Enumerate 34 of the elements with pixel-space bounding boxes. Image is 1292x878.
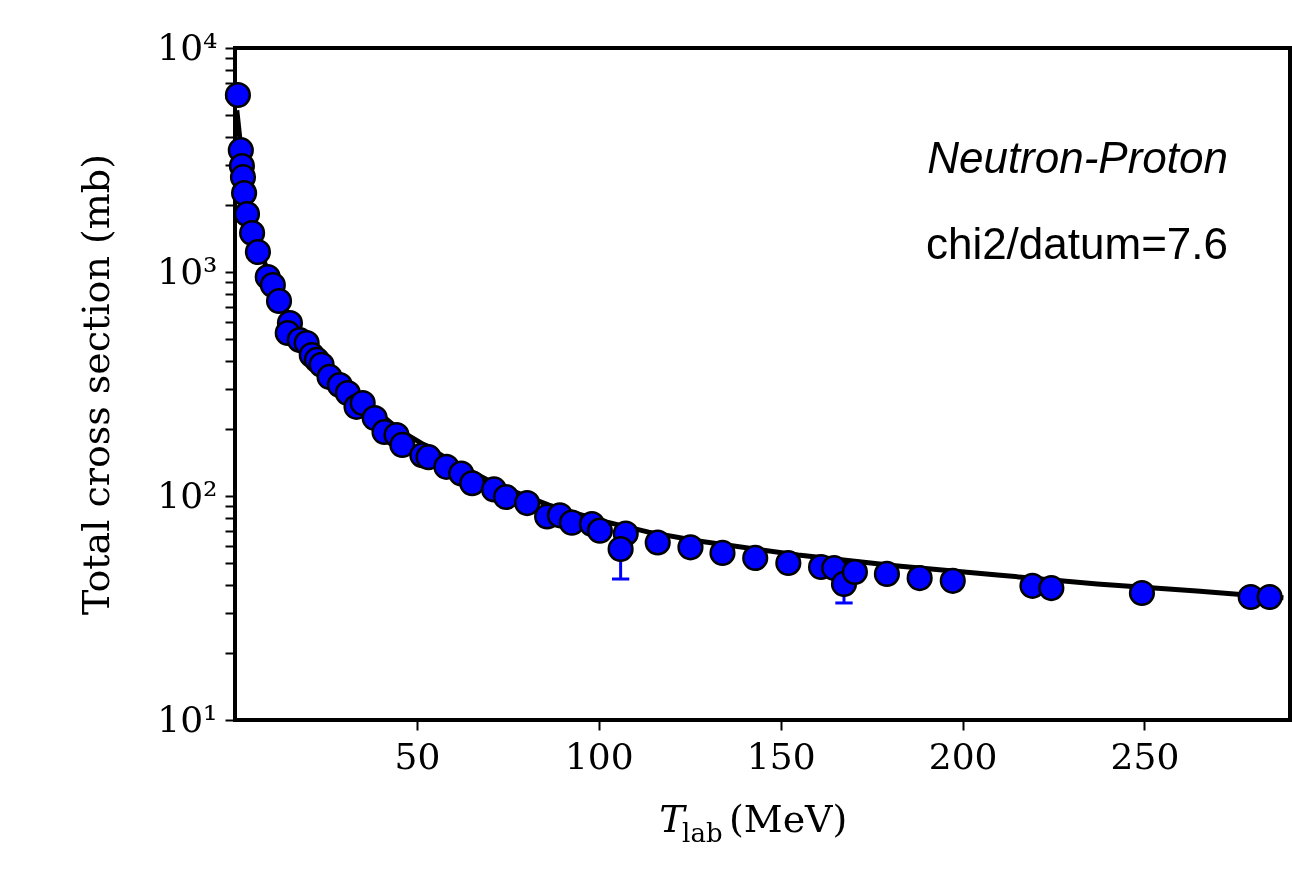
point xyxy=(873,560,900,587)
x-tick-label: 250 xyxy=(1110,735,1180,777)
point xyxy=(459,470,486,497)
point xyxy=(265,287,293,315)
point xyxy=(231,180,258,207)
point xyxy=(742,544,769,571)
y-tick-label: 10⁴ xyxy=(157,26,218,68)
point xyxy=(607,535,634,563)
x-tick-label: 200 xyxy=(928,735,998,777)
x-tick-label: 100 xyxy=(564,735,634,777)
x-tick-label: 150 xyxy=(746,735,816,777)
point xyxy=(841,558,868,586)
point xyxy=(775,549,802,577)
y-tick-label: 10² xyxy=(157,474,218,516)
point xyxy=(514,490,541,517)
point xyxy=(1038,575,1065,602)
y-axis-title: Total cross section (mb) xyxy=(74,154,119,615)
annotation: Neutron-Proton xyxy=(927,133,1228,182)
point xyxy=(1128,579,1156,607)
x-tick-label: 50 xyxy=(394,735,441,777)
point xyxy=(389,431,416,459)
point xyxy=(224,81,251,109)
point xyxy=(244,238,271,266)
point xyxy=(939,567,966,594)
annotation: chi2/datum=7.6 xyxy=(925,219,1228,268)
point xyxy=(906,565,933,592)
point xyxy=(492,483,520,511)
y-tick-label: 10³ xyxy=(157,250,218,292)
point xyxy=(1256,583,1283,611)
point xyxy=(709,539,736,566)
point xyxy=(586,517,613,544)
point xyxy=(644,529,671,556)
y-tick-label: 10¹ xyxy=(157,698,218,740)
point xyxy=(677,534,704,561)
